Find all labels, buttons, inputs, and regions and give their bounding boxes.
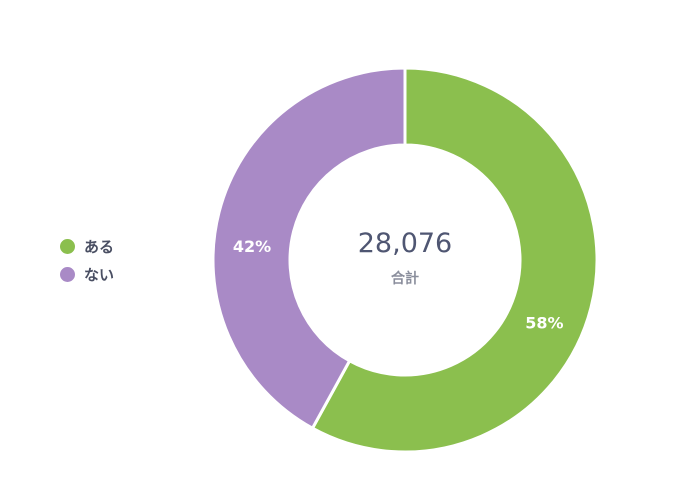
legend-item-aru[interactable]: ある [60, 236, 114, 256]
legend: ある ない [60, 236, 114, 284]
slice-nai[interactable] [211, 66, 407, 431]
total-caption: 合計 [391, 271, 419, 287]
legend-label-nai: ない [84, 265, 115, 284]
legend-dot-aru [60, 238, 75, 254]
slice-label-aru: 58% [525, 314, 563, 333]
slice-label-nai: 42% [233, 237, 271, 256]
total-value: 28,076 [357, 228, 453, 259]
legend-item-nai[interactable]: ない [60, 264, 114, 284]
legend-label-aru: ある [84, 237, 115, 256]
slice-aru[interactable] [310, 66, 599, 454]
legend-dot-nai [60, 266, 75, 282]
